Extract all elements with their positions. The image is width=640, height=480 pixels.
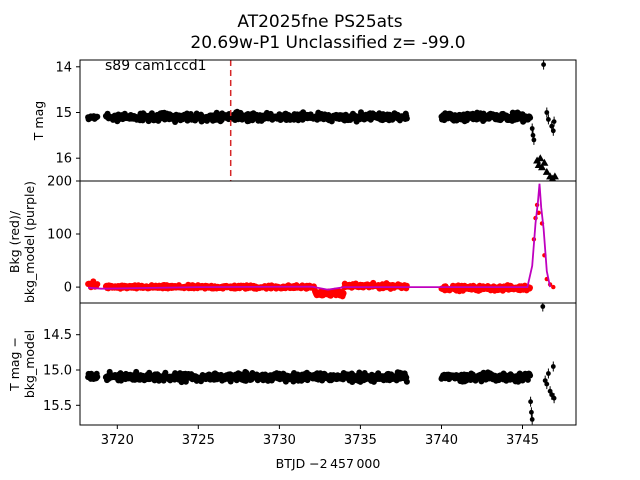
upper-limit-marker [540, 158, 549, 166]
flux-point-late [529, 126, 535, 131]
panel-tmag: 14 15 16 T mag [31, 59, 577, 182]
x-tick-label: 3745 [506, 433, 539, 448]
x-axis-label: BTJD −2 457 000 [276, 456, 381, 471]
bkg-point [94, 281, 101, 288]
chart-title-line2: 20.69w-P1 Unclassified z= -99.0 [190, 33, 465, 53]
upper-limit-marker [536, 154, 545, 162]
flux-point [403, 115, 410, 122]
y-tick-label: 0 [64, 281, 72, 296]
flux-point [527, 372, 534, 379]
panel-frame [79, 302, 577, 426]
flux-point-late [528, 399, 533, 405]
x-tick-label: 3740 [425, 433, 458, 448]
y-tick-label: 15.0 [43, 364, 72, 379]
panel-corrected: 14.5 15.0 15.5 T mag − bkg_model 3720 3725 3730… [7, 302, 577, 448]
flux-point [527, 114, 534, 121]
chart-title-line1: AT2025fne PS25ats [237, 12, 402, 32]
flux-point-late [544, 381, 550, 387]
plot-area-corrected [85, 303, 557, 425]
y-axis-label: Bkg (red)/ [7, 210, 22, 273]
flux-point-late [540, 304, 546, 309]
flux-point-late [531, 137, 537, 143]
flux-point-late [549, 392, 555, 398]
flux-point [146, 369, 153, 376]
y-tick-label: 100 [47, 228, 72, 243]
bkg-point [340, 290, 347, 297]
x-tick-label: 3725 [182, 433, 215, 448]
flux-point [403, 378, 410, 385]
y-tick-label: 15 [55, 106, 72, 121]
bkg-model-line [88, 183, 551, 291]
flux-point-late [551, 119, 557, 124]
plot-area-background [85, 183, 556, 300]
flux-point [94, 113, 101, 120]
y-tick-label: 14 [55, 60, 72, 75]
flux-point-late [550, 128, 556, 134]
sector-annotation: s89 cam1ccd1 [105, 58, 207, 74]
flux-point-late [529, 409, 534, 415]
flux-point-late [544, 110, 550, 115]
panel-background: 0 100 200 Bkg (red)/bkg_model (purple) [7, 175, 577, 304]
y-tick-label: 200 [47, 175, 72, 190]
flux-point [94, 373, 101, 380]
y-axis-label: bkg_model [22, 330, 37, 398]
plot-area-tmag [85, 60, 559, 181]
flux-point-late [546, 371, 551, 376]
y-axis-label: bkg_model (purple) [22, 181, 37, 303]
y-tick-label: 16 [55, 152, 72, 167]
flux-points [85, 368, 534, 386]
y-axis-label: T mag [31, 101, 46, 141]
y-tick-label: 15.5 [43, 399, 72, 414]
flux-point-late [530, 132, 536, 138]
y-axis-label: T mag − [7, 337, 22, 392]
upper-limit-marker [538, 163, 546, 171]
flux-point-late [551, 395, 557, 401]
y-tick-label: 14.5 [43, 328, 72, 343]
flux-point-late [541, 62, 546, 67]
flux-point-late [529, 417, 535, 422]
flux-point-late [546, 117, 551, 122]
x-tick-label: 3735 [344, 433, 377, 448]
upper-limit-marker [542, 167, 551, 175]
upper-limit-marker [550, 172, 559, 180]
flux-point-late [550, 364, 556, 369]
x-tick-label: 3730 [263, 433, 296, 448]
bkg-spike-point [551, 284, 556, 290]
x-tick-label: 3720 [101, 433, 134, 448]
